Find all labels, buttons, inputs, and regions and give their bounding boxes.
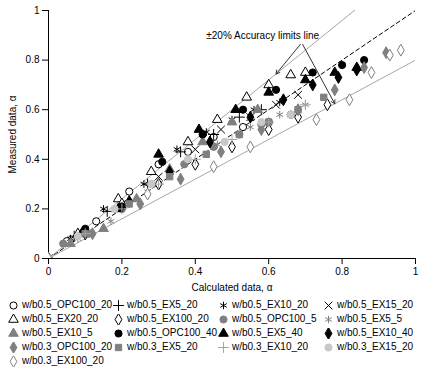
- html-text:w/b0.3_EX100_20: w/b0.3_EX100_20: [22, 355, 104, 366]
- html-text:w/b0.5_OPC100_40: w/b0.5_OPC100_40: [127, 327, 218, 338]
- html-text:w/b0.3_OPC100_20: w/b0.3_OPC100_20: [22, 341, 113, 352]
- html-text:w/b0.5_EX5_20: w/b0.5_EX5_20: [127, 299, 198, 310]
- html-text:w/b0.3_EX10_20: w/b0.3_EX10_20: [232, 341, 309, 352]
- html-text:w/b0.3_EX5_20: w/b0.3_EX5_20: [127, 341, 198, 352]
- svg-text:0.8: 0.8: [26, 54, 40, 65]
- svg-text:0.6: 0.6: [262, 266, 276, 277]
- svg-text:1: 1: [413, 266, 419, 277]
- html-text:w/b0.5_EX100_20: w/b0.5_EX100_20: [127, 313, 209, 324]
- html-text:w/b0.5_EX5_40: w/b0.5_EX5_40: [232, 327, 303, 338]
- svg-text:0.4: 0.4: [26, 154, 40, 165]
- svg-text:0.6: 0.6: [26, 104, 40, 115]
- svg-text:0.4: 0.4: [188, 266, 202, 277]
- html-text:w/b0.3_EX15_20: w/b0.3_EX15_20: [337, 341, 414, 352]
- html-text:w/b0.5_EX10_20: w/b0.5_EX10_20: [232, 299, 309, 310]
- svg-text:0.2: 0.2: [26, 203, 40, 214]
- svg-text:0: 0: [46, 266, 52, 277]
- html-text:w/b0.5_EX5_5: w/b0.5_EX5_5: [337, 313, 403, 324]
- svg-text:1: 1: [34, 5, 40, 16]
- html-text:w/b0.5_EX15_20: w/b0.5_EX15_20: [337, 299, 414, 310]
- svg-text:0.8: 0.8: [335, 266, 349, 277]
- svg-text:Measured data, α: Measured data, α: [7, 95, 18, 173]
- html-text:w/b0.5_EX10_5: w/b0.5_EX10_5: [22, 327, 93, 338]
- svg-text:±20% Accuracy limits line: ±20% Accuracy limits line: [206, 30, 319, 41]
- svg-text:Calculated data, α: Calculated data, α: [192, 282, 273, 293]
- html-text:w/b0.5_EX10_40: w/b0.5_EX10_40: [337, 327, 414, 338]
- html-text:w/b0.5_OPC100_20: w/b0.5_OPC100_20: [22, 299, 113, 310]
- html-text:w/b0.5_EX20_20: w/b0.5_EX20_20: [22, 313, 99, 324]
- svg-text:0: 0: [34, 253, 40, 264]
- html-text:w/b0.5_OPC100_5: w/b0.5_OPC100_5: [232, 313, 317, 324]
- svg-text:0.2: 0.2: [115, 266, 129, 277]
